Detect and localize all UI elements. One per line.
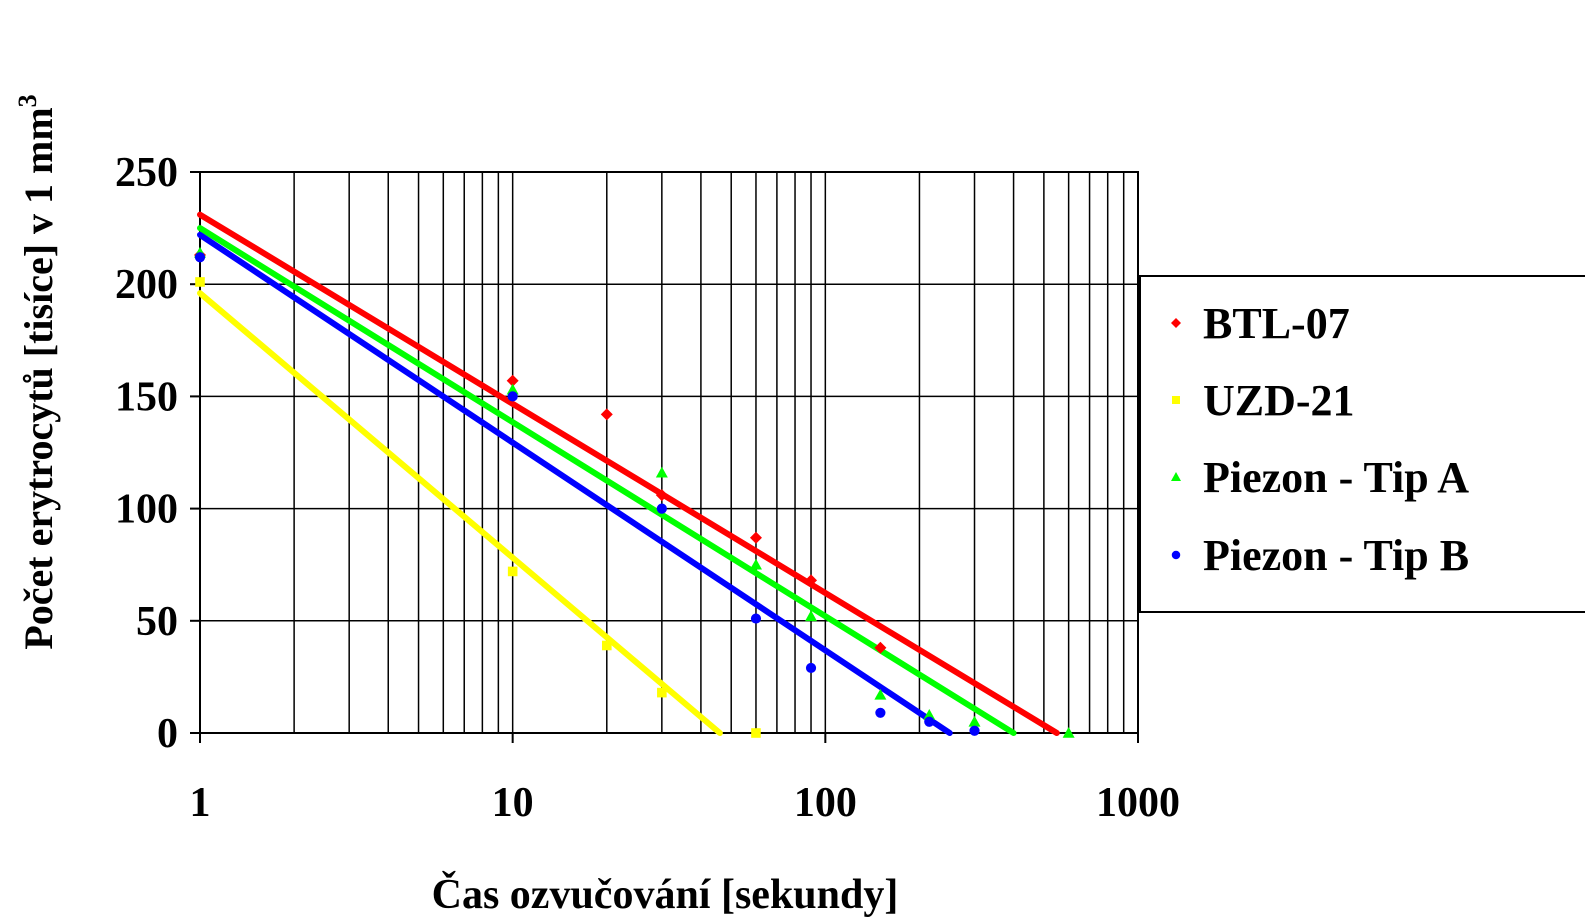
y-axis-label-superscript: 3 — [13, 94, 42, 107]
data-point — [1062, 727, 1075, 738]
data-points — [194, 246, 1075, 738]
data-point — [601, 640, 612, 651]
data-point — [874, 688, 887, 700]
data-point — [875, 707, 886, 718]
y-tick-label: 250 — [115, 150, 178, 196]
data-point — [969, 725, 980, 736]
trend-line — [197, 211, 1060, 736]
data-point — [1171, 472, 1181, 481]
data-point — [195, 277, 205, 287]
data-point — [506, 383, 519, 395]
data-point — [1172, 396, 1180, 404]
trend-line — [197, 231, 953, 736]
data-point — [1171, 318, 1181, 328]
trend-lines — [197, 211, 1060, 736]
data-point — [924, 716, 935, 727]
legend-label: Piezon - Tip A — [1203, 453, 1469, 502]
y-axis-label-main: Počet erytrocytů [tisíce] v 1 mm — [16, 107, 61, 649]
y-tick-label: 150 — [115, 374, 178, 420]
plot-area — [199, 171, 1139, 734]
data-point — [805, 662, 817, 674]
y-tick-label: 100 — [115, 487, 178, 533]
grid — [190, 171, 1139, 743]
legend-label: UZD-21 — [1203, 376, 1355, 425]
x-axis-label: Čas ozvučování [sekundy] — [432, 870, 899, 918]
data-point — [1171, 550, 1181, 560]
x-tick-label: 1000 — [1096, 780, 1180, 826]
data-point — [506, 374, 519, 387]
tick-labels: 1 10 100 1000 0 50 100 150 200 250 — [115, 150, 1180, 826]
data-point — [657, 687, 667, 698]
y-tick-label: 50 — [136, 599, 178, 645]
legend-box — [1139, 275, 1585, 613]
data-point — [656, 503, 667, 514]
data-point — [749, 558, 762, 570]
data-point — [805, 574, 818, 587]
data-point — [194, 252, 206, 263]
data-point — [507, 566, 518, 577]
legend-label: BTL-07 — [1203, 299, 1350, 348]
y-tick-label: 200 — [115, 262, 178, 308]
data-point — [749, 531, 762, 544]
data-point — [750, 613, 762, 624]
data-point — [507, 391, 518, 402]
legend-label: Piezon - Tip B — [1203, 531, 1469, 580]
data-point — [805, 610, 818, 622]
data-point — [968, 715, 981, 727]
y-tick-label: 0 — [157, 711, 178, 757]
data-point — [655, 489, 668, 502]
x-tick-label: 100 — [794, 780, 857, 826]
data-point — [751, 728, 761, 738]
x-tick-label: 10 — [492, 780, 534, 826]
y-axis-label: Počet erytrocytů [tisíce] v 1 mm3 — [13, 94, 61, 649]
data-point — [923, 709, 936, 720]
data-point — [655, 466, 668, 478]
data-point — [600, 408, 613, 421]
legend: BTL-07 UZD-21 Piezon - Tip A Piezon - Tip B — [1139, 275, 1585, 613]
data-point — [874, 641, 887, 654]
trend-line — [197, 290, 723, 736]
x-tick-label: 1 — [190, 780, 211, 826]
